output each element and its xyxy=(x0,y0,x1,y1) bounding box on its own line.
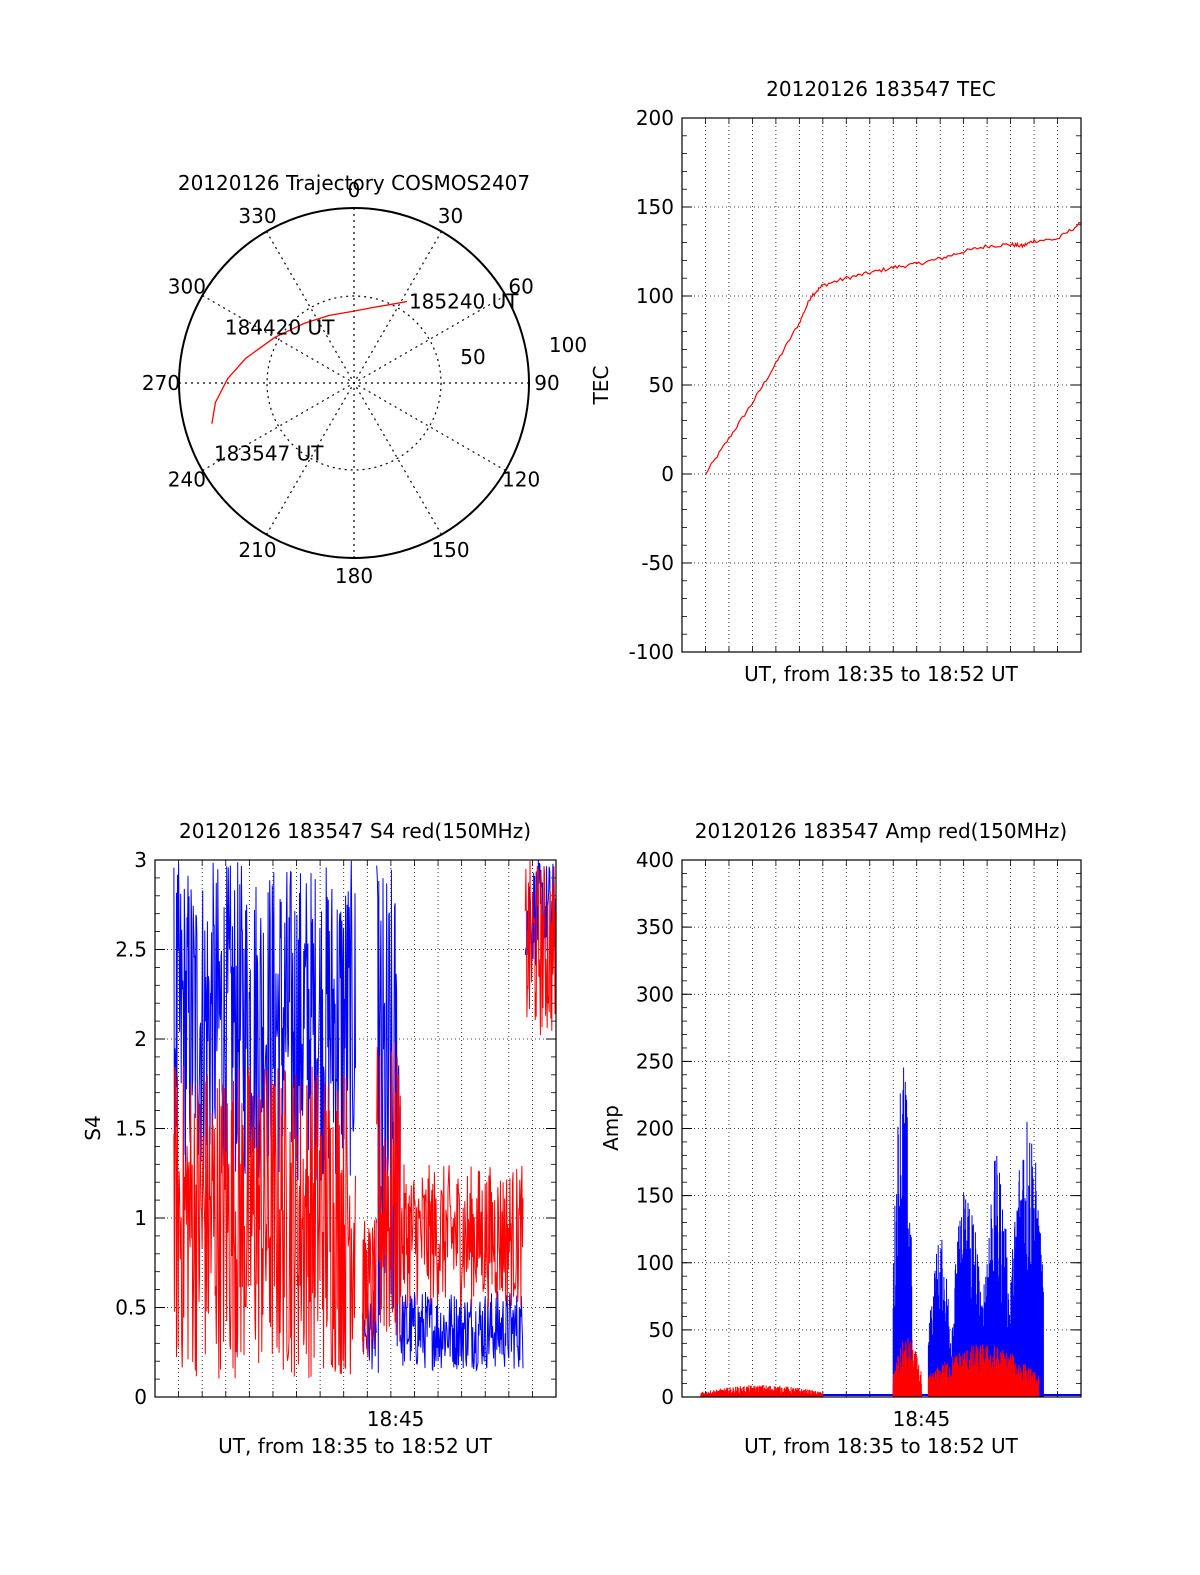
polar-azimuth-labels: 0 30 60 90 120 150 180 210 240 270 300 330 xyxy=(142,178,560,588)
polar-radial-labels: 50 100 xyxy=(460,333,587,369)
tec-ytick-label: 0 xyxy=(661,462,674,486)
polar-spoke xyxy=(265,231,443,535)
azimuth-label: 60 xyxy=(508,275,533,299)
polar-inner-circle xyxy=(266,295,442,471)
amp-ytick-label: 250 xyxy=(636,1049,674,1073)
amp-red-burst xyxy=(927,1344,1040,1397)
azimuth-label: 210 xyxy=(238,538,276,562)
tec-xlabel: UT, from 18:35 to 18:52 UT xyxy=(744,662,1019,686)
s4-ytick-label: 0 xyxy=(134,1385,147,1409)
amp-xtick-label: 18:45 xyxy=(893,1407,951,1431)
s4-ytick-label: 1.5 xyxy=(115,1117,147,1141)
trajectory-polar-chart: 20120126 Trajectory COSMOS2407 0 30 60 90 12… xyxy=(142,171,587,588)
amp-ytick-label: 150 xyxy=(636,1184,674,1208)
tec-ytick-label: -50 xyxy=(641,551,674,575)
s4-ytick-label: 0.5 xyxy=(115,1296,147,1320)
tec-ylabel: TEC xyxy=(589,366,613,406)
s4-blue-trace xyxy=(399,1291,524,1373)
s4-title: 20120126 183547 S4 red(150MHz) xyxy=(179,819,531,843)
amp-title: 20120126 183547 Amp red(150MHz) xyxy=(695,819,1067,843)
azimuth-label: 0 xyxy=(348,178,361,202)
amp-ytick-label: 100 xyxy=(636,1251,674,1275)
amp-red-burst xyxy=(700,1385,824,1397)
azimuth-label: 240 xyxy=(168,468,206,492)
amp-chart: 20120126 183547 Amp red(150MHz) UT, from… xyxy=(599,819,1082,1458)
tec-title: 20120126 183547 TEC xyxy=(766,77,996,101)
amp-xlabel: UT, from 18:35 to 18:52 UT xyxy=(744,1434,1019,1458)
s4-red-trace xyxy=(173,1065,356,1379)
polar-title: 20120126 Trajectory COSMOS2407 xyxy=(178,171,530,195)
azimuth-label: 180 xyxy=(335,564,373,588)
tec-chart: 20120126 183547 TEC UT, from 18:35 to 18… xyxy=(589,77,1082,686)
s4-ytick-label: 2 xyxy=(134,1027,147,1051)
amp-ylabel: Amp xyxy=(599,1105,623,1151)
trajectory-line xyxy=(211,300,408,424)
amp-plot-frame xyxy=(681,859,1082,1398)
azimuth-label: 90 xyxy=(534,371,559,395)
azimuth-label: 270 xyxy=(142,371,180,395)
s4-xlabel: UT, from 18:35 to 18:52 UT xyxy=(218,1434,493,1458)
s4-red-trace xyxy=(362,1218,378,1357)
tec-ytick-label: 50 xyxy=(649,373,674,397)
tec-plot-frame xyxy=(681,117,1082,653)
azimuth-label: 300 xyxy=(168,275,206,299)
radial-label: 100 xyxy=(549,333,587,357)
tec-ytick-label: 200 xyxy=(636,106,674,130)
s4-ylabel: S4 xyxy=(81,1115,105,1140)
amp-ytick-label: 0 xyxy=(661,1385,674,1409)
azimuth-label: 120 xyxy=(502,468,540,492)
s4-ytick-label: 2.5 xyxy=(115,938,147,962)
s4-ytick-label: 1 xyxy=(134,1206,147,1230)
amp-blue-burst xyxy=(1010,1121,1044,1397)
s4-red-trace xyxy=(376,1042,401,1342)
amp-ytick-label: 350 xyxy=(636,915,674,939)
s4-ytick-label: 3 xyxy=(134,848,147,872)
radial-label: 50 xyxy=(460,345,485,369)
amp-red-burst xyxy=(892,1337,922,1397)
tec-ytick-label: 100 xyxy=(636,284,674,308)
amp-ytick-label: 200 xyxy=(636,1117,674,1141)
tec-ytick-label: -100 xyxy=(629,640,674,664)
s4-plot-frame xyxy=(154,859,557,1398)
amp-ytick-label: 400 xyxy=(636,848,674,872)
trajectory-time-label: 184420 UT xyxy=(225,315,335,339)
tec-ytick-label: 150 xyxy=(636,195,674,219)
s4-red-trace xyxy=(524,860,557,1036)
amp-ytick-label: 50 xyxy=(649,1318,674,1342)
polar-grid xyxy=(178,207,530,559)
s4-chart: 20120126 183547 S4 red(150MHz) UT, from … xyxy=(81,819,557,1458)
amp-ytick-label: 300 xyxy=(636,982,674,1006)
azimuth-label: 30 xyxy=(438,204,463,228)
tec-series-line xyxy=(705,221,1082,474)
trajectory-series: 183547 UT 184420 UT 185240 UT xyxy=(211,289,519,466)
trajectory-time-label: 183547 UT xyxy=(214,442,324,466)
s4-red-trace xyxy=(399,1164,524,1308)
azimuth-label: 330 xyxy=(238,204,276,228)
s4-xtick-label: 18:45 xyxy=(367,1407,425,1431)
s4-blue-trace xyxy=(376,865,401,1373)
azimuth-label: 150 xyxy=(431,538,469,562)
trajectory-time-label: 185240 UT xyxy=(409,289,519,313)
